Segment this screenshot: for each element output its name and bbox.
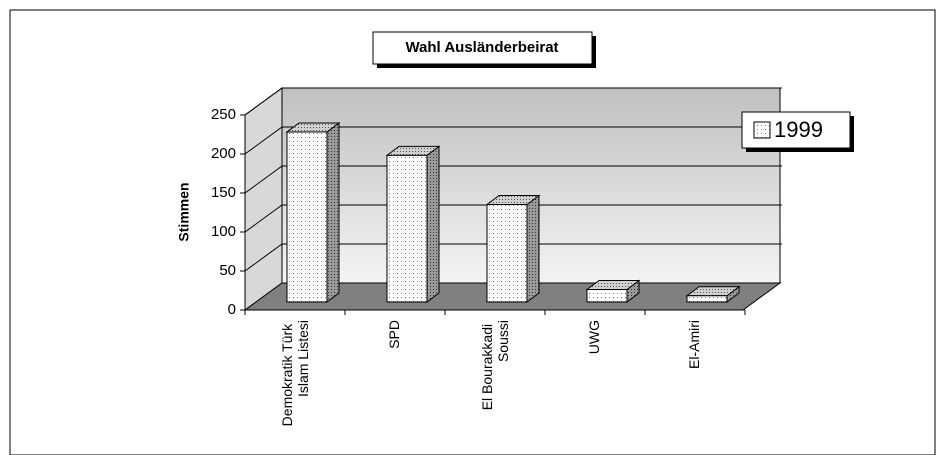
y-axis-label: Stimmen (176, 182, 192, 241)
y-tick-label: 0 (228, 301, 236, 318)
x-tick-label: SPD (386, 320, 402, 349)
bar (686, 295, 728, 303)
grid-line-side (244, 87, 283, 116)
bar-side (326, 121, 340, 303)
bar (286, 131, 328, 303)
bar (386, 154, 428, 303)
bar-side (526, 194, 540, 303)
y-tick-label: 100 (211, 223, 236, 240)
x-tick-label: El Bourakkadi Soussi (479, 320, 511, 410)
grid-line-side (244, 165, 283, 194)
title-box (372, 31, 593, 65)
bar (486, 204, 528, 303)
grid-line-side (244, 243, 283, 272)
legend-label: 1999 (774, 117, 823, 142)
y-tick-label: 250 (211, 106, 236, 123)
y-tick-label: 150 (211, 184, 236, 201)
bar (586, 289, 628, 303)
grid-line-side (244, 204, 283, 233)
grid-line-side (244, 126, 283, 155)
x-tick-label: Demokratik Türk Islam Listesi (279, 320, 311, 426)
legend-swatch (753, 121, 771, 139)
x-tick-label: El-Amiri (686, 320, 702, 369)
side-wall (244, 87, 283, 311)
chart-title: Wahl Ausländerbeirat (405, 39, 558, 56)
x-tick-label: UWG (586, 320, 602, 354)
y-tick-label: 50 (219, 262, 236, 279)
y-tick-label: 200 (211, 145, 236, 162)
bar-side (426, 145, 440, 303)
